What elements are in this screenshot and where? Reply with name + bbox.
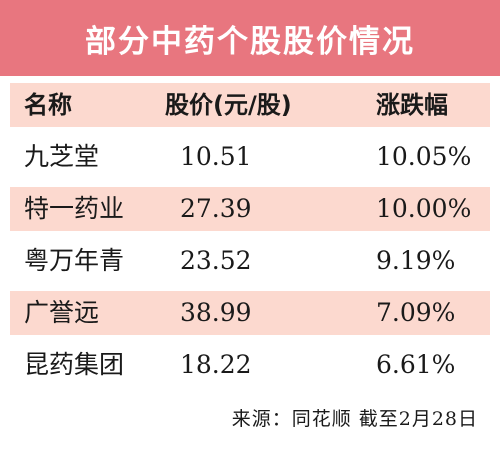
stock-price: 27.39 <box>180 194 252 223</box>
stock-change: 7.09% <box>376 298 456 327</box>
table-title: 部分中药个股股价情况 <box>0 0 500 76</box>
stock-name: 特一药业 <box>24 194 125 223</box>
table-row: 粤万年青 23.52 9.19% <box>10 239 490 283</box>
stock-change: 10.00% <box>376 194 472 223</box>
stock-price: 38.99 <box>180 298 252 327</box>
table-row: 广誉远 38.99 7.09% <box>10 291 490 335</box>
table-row: 特一药业 27.39 10.00% <box>10 187 490 231</box>
table-row: 九芝堂 10.51 10.05% <box>10 135 490 179</box>
table-header: 名称 股价(元/股) 涨跌幅 <box>10 83 490 127</box>
column-header-change: 涨跌幅 <box>376 91 448 119</box>
stock-price: 18.22 <box>180 350 252 379</box>
stock-change: 10.05% <box>376 142 472 171</box>
stock-name: 昆药集团 <box>24 350 125 379</box>
stock-change: 6.61% <box>376 350 456 379</box>
stock-table: 名称 股价(元/股) 涨跌幅 九芝堂 10.51 10.05% 特一药业 27.… <box>10 83 490 395</box>
stock-price: 23.52 <box>180 246 252 275</box>
stock-name: 广誉远 <box>24 298 100 327</box>
column-header-price: 股价(元/股) <box>165 91 292 119</box>
stock-price: 10.51 <box>180 142 252 171</box>
source-note: 来源：同花顺 截至2月28日 <box>231 408 478 430</box>
stock-name: 九芝堂 <box>24 142 100 171</box>
table-row: 昆药集团 18.22 6.61% <box>10 343 490 387</box>
column-header-name: 名称 <box>24 91 72 119</box>
stock-change: 9.19% <box>376 246 456 275</box>
stock-name: 粤万年青 <box>24 246 125 275</box>
